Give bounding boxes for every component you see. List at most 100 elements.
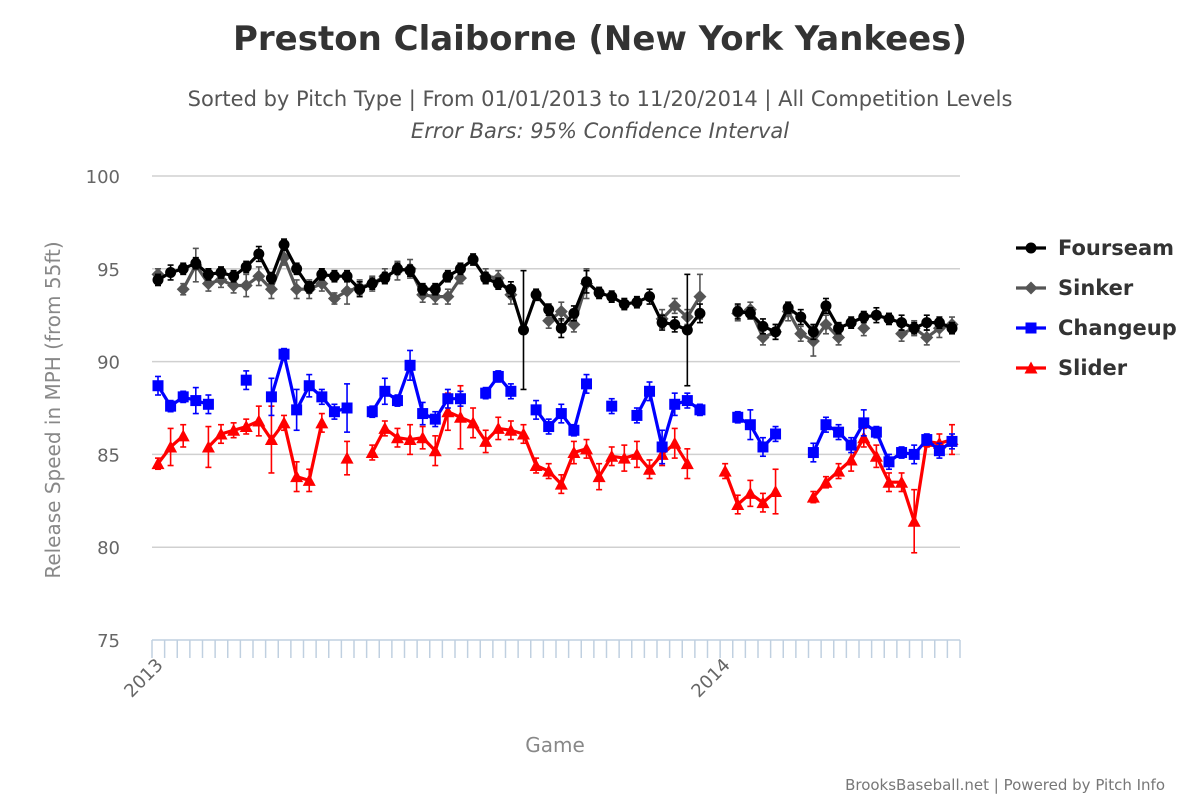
data-point-changeup: [581, 378, 593, 390]
data-point-fourseam: [265, 272, 277, 284]
data-point-slider: [340, 451, 354, 464]
data-point-changeup: [946, 435, 958, 447]
data-point-slider: [832, 464, 846, 477]
legend-marker-changeup: [1025, 322, 1037, 334]
data-point-changeup: [316, 391, 328, 403]
legend-item-sinker: Sinker: [1016, 276, 1134, 300]
data-point-slider: [605, 449, 619, 462]
data-point-changeup: [921, 434, 933, 446]
data-point-slider: [680, 457, 694, 470]
data-point-fourseam: [404, 265, 416, 277]
data-point-slider: [428, 444, 442, 457]
data-point-fourseam: [454, 263, 466, 275]
data-point-changeup: [291, 404, 303, 416]
data-point-fourseam: [593, 287, 605, 299]
data-point-slider: [529, 459, 543, 472]
data-point-fourseam: [429, 283, 441, 295]
data-point-slider: [277, 416, 291, 429]
data-point-sinker: [327, 291, 341, 305]
y-tick-label: 75: [97, 631, 120, 652]
data-point-fourseam: [328, 270, 340, 282]
data-point-sinker: [794, 327, 808, 341]
data-point-changeup: [265, 391, 277, 403]
data-point-sinker: [290, 282, 304, 296]
data-point-slider: [466, 416, 480, 429]
data-point-fourseam: [921, 317, 933, 329]
data-point-slider: [441, 405, 455, 418]
data-point-fourseam: [795, 311, 807, 323]
data-point-fourseam: [291, 263, 303, 275]
data-point-slider: [214, 427, 228, 440]
data-point-sinker: [227, 279, 241, 293]
data-point-slider: [617, 451, 631, 464]
data-point-sinker: [340, 284, 354, 298]
data-point-sinker: [453, 271, 467, 285]
data-point-fourseam: [568, 307, 580, 319]
data-point-changeup: [480, 387, 492, 399]
data-point-sinker: [315, 277, 329, 291]
data-point-sinker: [264, 282, 278, 296]
data-point-sinker: [176, 282, 190, 296]
data-point-slider: [806, 490, 820, 503]
data-point-fourseam: [341, 270, 353, 282]
data-point-slider: [580, 442, 594, 455]
series-slider: [151, 384, 959, 554]
data-point-slider: [491, 421, 505, 434]
data-point-fourseam: [858, 311, 870, 323]
data-point-changeup: [833, 426, 845, 438]
data-point-fourseam: [820, 300, 832, 312]
data-point-sinker: [920, 330, 934, 344]
data-point-fourseam: [316, 268, 328, 280]
data-point-changeup: [744, 419, 756, 431]
data-point-slider: [390, 431, 404, 444]
legend-marker-fourseam: [1025, 242, 1037, 254]
data-point-fourseam: [202, 268, 214, 280]
data-point-fourseam: [933, 317, 945, 329]
data-point-changeup: [505, 385, 517, 397]
legend: Fourseam Sinker Changeup Slider: [1016, 236, 1177, 380]
data-point-fourseam: [669, 318, 681, 330]
data-point-fourseam: [354, 283, 366, 295]
data-point-slider: [504, 423, 518, 436]
data-point-fourseam: [694, 307, 706, 319]
data-point-slider: [668, 436, 682, 449]
data-point-changeup: [379, 385, 391, 397]
data-point-sinker: [441, 290, 455, 304]
data-point-changeup: [631, 409, 643, 421]
data-point-sinker: [756, 330, 770, 344]
data-point-fourseam: [517, 324, 529, 336]
data-point-changeup: [656, 441, 668, 453]
data-point-slider: [479, 434, 493, 447]
data-point-slider: [164, 440, 178, 453]
data-point-fourseam: [845, 317, 857, 329]
series-changeup: [152, 347, 958, 471]
data-point-slider: [643, 462, 657, 475]
data-point-slider: [403, 433, 417, 446]
data-point-changeup: [530, 404, 542, 416]
data-point-fourseam: [555, 322, 567, 334]
data-point-slider: [857, 431, 871, 444]
data-point-slider: [844, 453, 858, 466]
data-point-fourseam: [505, 283, 517, 295]
data-point-changeup: [807, 447, 819, 459]
data-point-fourseam: [165, 267, 177, 279]
data-point-slider: [365, 446, 379, 459]
data-point-sinker: [542, 314, 556, 328]
series-fourseam: [152, 238, 958, 391]
data-point-slider: [252, 414, 266, 427]
data-point-sinker: [252, 269, 266, 283]
data-point-changeup: [669, 398, 681, 410]
legend-item-changeup: Changeup: [1016, 316, 1177, 340]
data-point-changeup: [883, 456, 895, 468]
legend-item-fourseam: Fourseam: [1016, 236, 1174, 260]
data-point-fourseam: [228, 270, 240, 282]
y-tick-label: 95: [97, 260, 120, 281]
data-point-fourseam: [581, 276, 593, 288]
data-point-changeup: [417, 408, 429, 420]
data-point-changeup: [770, 428, 782, 440]
data-point-changeup: [165, 400, 177, 412]
data-point-slider: [176, 429, 190, 442]
legend-label-sinker: Sinker: [1058, 276, 1134, 300]
data-point-sinker: [895, 327, 909, 341]
data-point-changeup: [606, 400, 618, 412]
